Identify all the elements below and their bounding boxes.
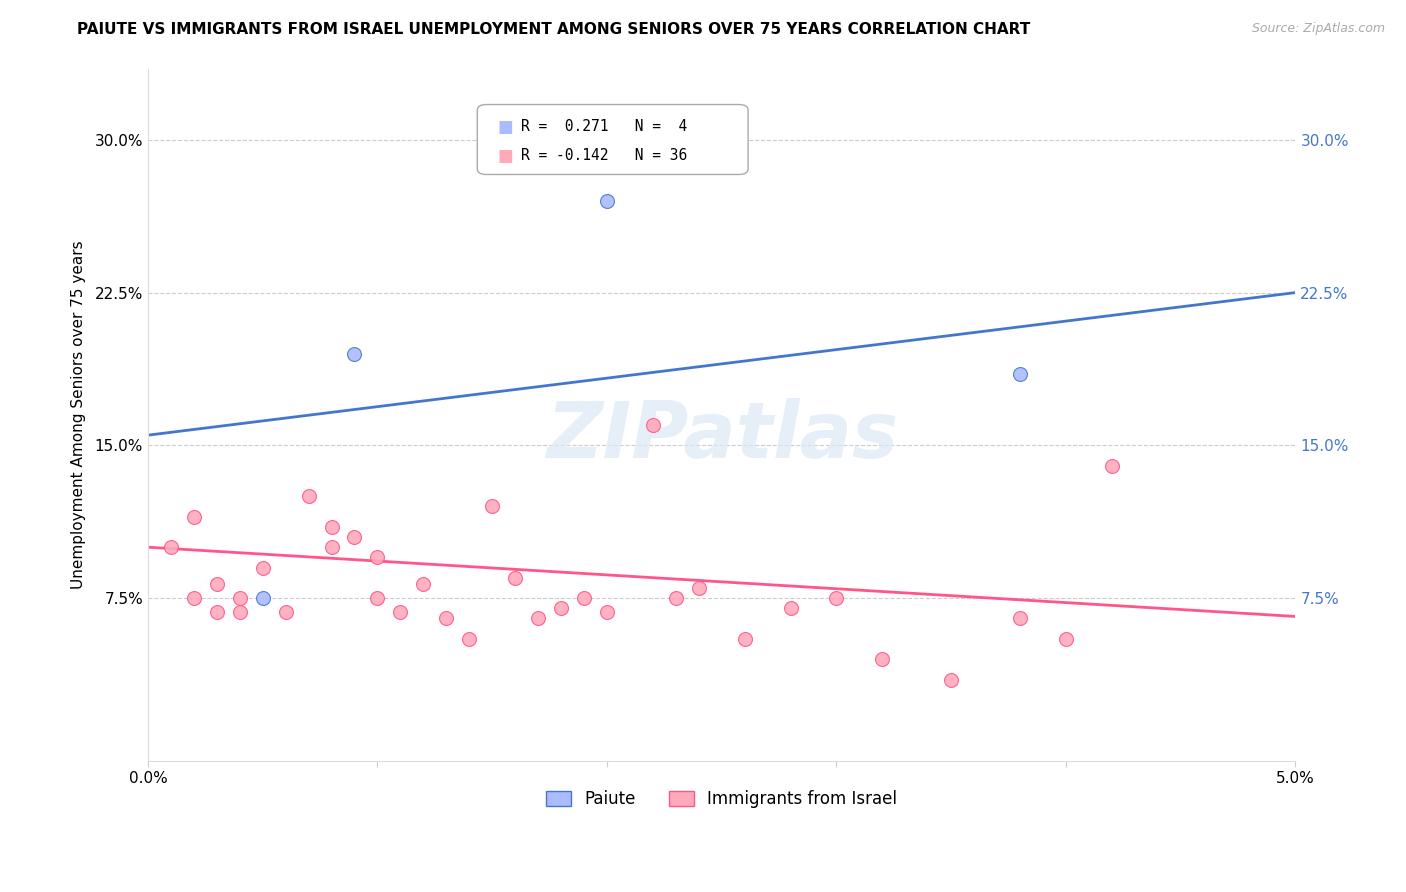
Point: [183, 591, 205, 606]
Point: [1054, 632, 1077, 646]
Point: [252, 560, 274, 574]
Point: [183, 509, 205, 524]
Point: [343, 347, 366, 361]
Point: [481, 500, 503, 514]
Y-axis label: Unemployment Among Seniors over 75 years: Unemployment Among Seniors over 75 years: [72, 241, 86, 589]
Text: ■: ■: [498, 118, 513, 136]
Point: [572, 591, 595, 606]
Point: [503, 571, 526, 585]
Text: PAIUTE VS IMMIGRANTS FROM ISRAEL UNEMPLOYMENT AMONG SENIORS OVER 75 YEARS CORREL: PAIUTE VS IMMIGRANTS FROM ISRAEL UNEMPLO…: [77, 22, 1031, 37]
Point: [458, 632, 481, 646]
Point: [1010, 611, 1032, 625]
Point: [1010, 367, 1032, 381]
Point: [205, 606, 228, 620]
Point: [321, 540, 343, 554]
Point: [434, 611, 457, 625]
Point: [734, 632, 756, 646]
Text: R = -0.142   N = 36: R = -0.142 N = 36: [520, 148, 688, 163]
Point: [297, 489, 319, 503]
Text: R =  0.271   N =  4: R = 0.271 N = 4: [520, 119, 688, 134]
Point: [205, 577, 228, 591]
Legend: Paiute, Immigrants from Israel: Paiute, Immigrants from Israel: [540, 784, 904, 815]
Point: [412, 577, 434, 591]
Point: [229, 591, 252, 606]
Point: [366, 550, 388, 565]
Point: [550, 601, 572, 615]
Text: ZIPatlas: ZIPatlas: [546, 398, 898, 474]
Point: [825, 591, 848, 606]
Point: [941, 673, 963, 687]
Text: ■: ■: [498, 147, 513, 165]
Point: [274, 606, 297, 620]
Point: [229, 606, 252, 620]
Point: [596, 606, 619, 620]
Point: [641, 417, 664, 432]
Point: [389, 606, 412, 620]
Point: [779, 601, 801, 615]
Point: [1101, 458, 1123, 473]
Point: [527, 611, 550, 625]
Point: [160, 540, 183, 554]
Text: Source: ZipAtlas.com: Source: ZipAtlas.com: [1251, 22, 1385, 36]
Point: [872, 652, 894, 666]
Point: [688, 581, 710, 595]
Point: [321, 520, 343, 534]
Point: [596, 194, 619, 208]
Point: [366, 591, 388, 606]
Point: [343, 530, 366, 544]
Point: [252, 591, 274, 606]
FancyBboxPatch shape: [477, 104, 748, 175]
Point: [665, 591, 688, 606]
